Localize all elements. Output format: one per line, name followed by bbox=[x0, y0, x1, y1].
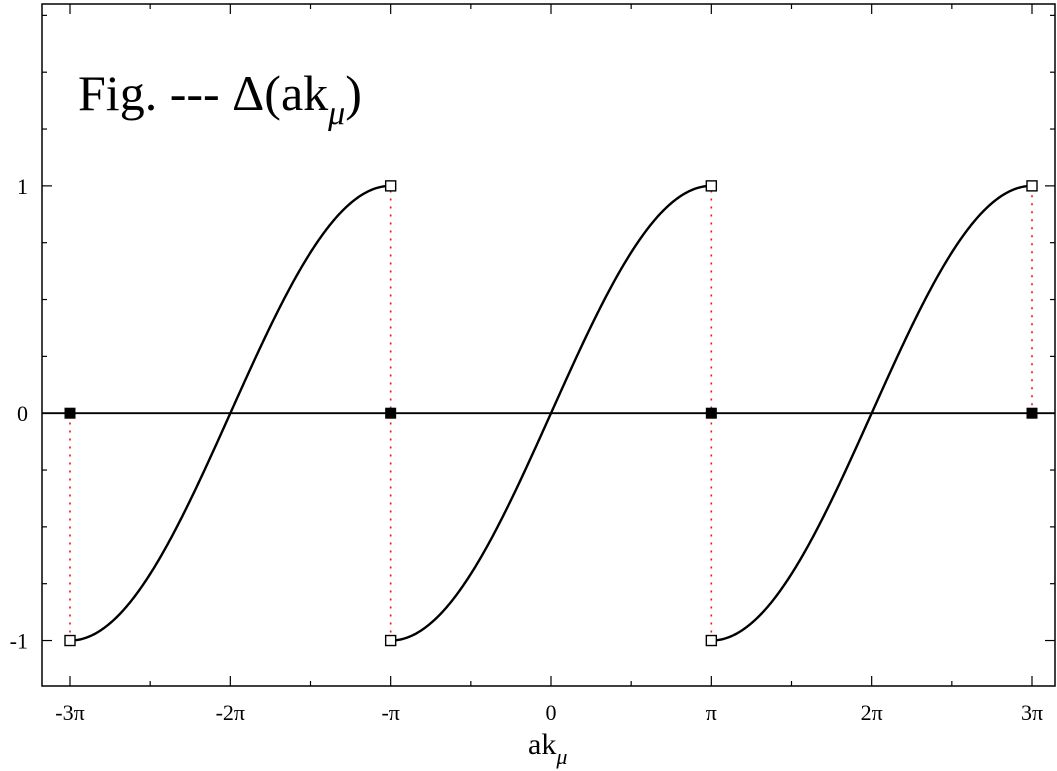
curve-segment bbox=[390, 184, 712, 642]
filled-square-marker bbox=[64, 407, 76, 419]
x-tick-label: 0 bbox=[546, 700, 557, 725]
open-square-marker bbox=[705, 634, 718, 647]
y-tick-label: -1 bbox=[10, 629, 28, 654]
x-axis-label: akμ bbox=[528, 728, 567, 769]
plot-area: -3π -2π -π 0 π 2π 3π -1 0 1 bbox=[10, 3, 1056, 725]
open-square-marker bbox=[705, 180, 718, 192]
open-square-marker bbox=[64, 634, 76, 647]
filled-square-marker bbox=[1026, 407, 1038, 419]
chart-title: Fig. --- Δ(akμ) bbox=[78, 65, 362, 132]
y-tick-label: 0 bbox=[17, 401, 28, 426]
curve-segment bbox=[69, 184, 391, 642]
open-square-marker bbox=[384, 180, 397, 192]
open-square-marker bbox=[1026, 180, 1038, 192]
y-tick-label: 1 bbox=[17, 174, 28, 199]
x-axis-label-main: ak bbox=[528, 728, 556, 761]
curve-segment bbox=[711, 184, 1033, 642]
chart-title-suffix: ) bbox=[345, 65, 362, 121]
x-tick-label: π bbox=[706, 700, 717, 725]
chart-title-subscript: μ bbox=[327, 95, 345, 132]
filled-square-marker bbox=[705, 407, 717, 419]
chart-title-prefix: Fig. --- Δ(ak bbox=[78, 65, 328, 121]
filled-square-marker bbox=[385, 407, 397, 419]
plot-frame bbox=[41, 3, 1056, 687]
x-axis-label-subscript: μ bbox=[555, 744, 567, 769]
x-tick-label: 3π bbox=[1021, 700, 1043, 725]
x-tick-label: -π bbox=[381, 700, 399, 725]
x-tick-label: -3π bbox=[55, 700, 84, 725]
open-square-marker bbox=[384, 634, 397, 647]
x-tick-label: -2π bbox=[216, 700, 245, 725]
x-tick-label: 2π bbox=[861, 700, 883, 725]
